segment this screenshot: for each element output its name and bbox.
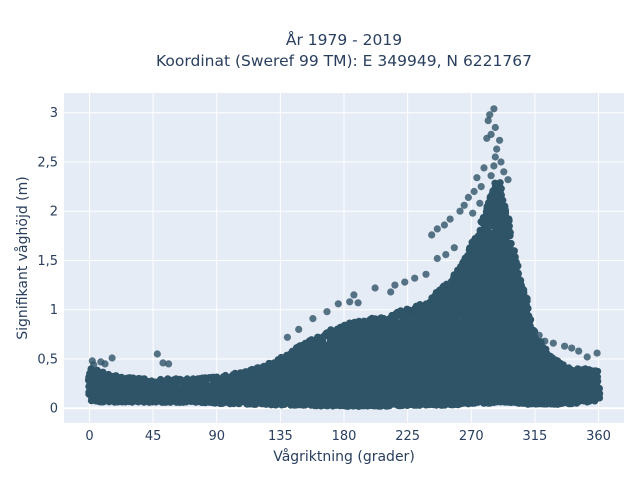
data-points xyxy=(84,105,604,410)
